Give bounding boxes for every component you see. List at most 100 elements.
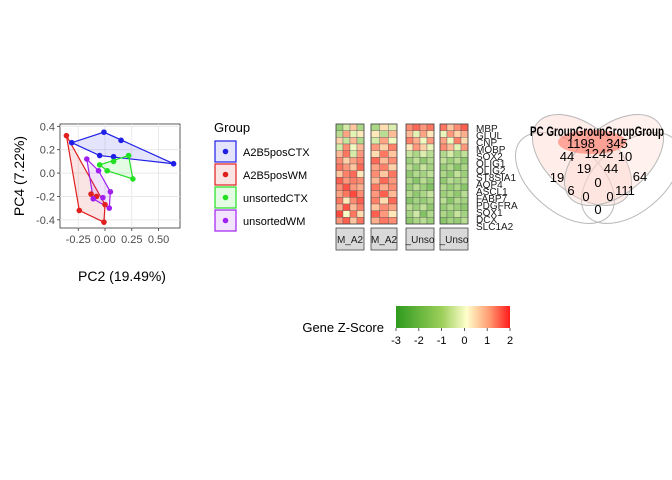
heatmap-cell [426, 130, 435, 138]
heatmap-cell [356, 137, 365, 145]
heatmap-cell [419, 163, 428, 171]
y-tick-label: 0.0 [40, 168, 55, 180]
y-tick-label: 0.4 [40, 121, 55, 133]
point-unsortedwm [106, 205, 113, 211]
heatmap-cell [349, 177, 358, 185]
heatmap-cell [419, 150, 428, 158]
heatmap-cell [460, 130, 469, 138]
heatmap-cell [439, 143, 448, 151]
gene-label: MBP [476, 124, 498, 135]
heatmap-panel: _Unso [439, 123, 469, 251]
point-a2b5posctx [68, 139, 75, 146]
heatmap-cell [453, 217, 462, 225]
heatmap-cell [446, 210, 455, 218]
point-a2b5posctx [101, 129, 107, 135]
heatmap-cell [379, 210, 389, 218]
point-a2b5posctx [110, 153, 117, 160]
heatmap-cell [370, 217, 380, 225]
heatmap-cell [453, 183, 462, 191]
point-a2b5poswm [102, 201, 108, 208]
legend-label: unsortedCTX [243, 193, 308, 205]
colorbar-ticks: -3 -2 -1 0 1 2 [391, 328, 513, 347]
heatmap-cell [439, 210, 448, 218]
point-a2b5posctx [96, 152, 103, 159]
heatmap-cell [379, 143, 389, 151]
venn-region-count: 1242 [585, 146, 614, 161]
colorbar-tick-label: 2 [507, 335, 513, 347]
heatmap-strip-label: _Unso [405, 235, 435, 246]
heatmap-cell [412, 157, 421, 165]
heatmap-cell [460, 197, 469, 205]
zscore-colorbar: Gene Z-Score -3 -2 -1 0 1 2 [302, 306, 513, 347]
heatmap-cell [342, 150, 351, 158]
venn-region-count: 19 [550, 170, 564, 185]
heatmap-cell [426, 137, 435, 145]
heatmap-cell [335, 177, 344, 185]
heatmap-cell [342, 123, 351, 131]
gene-label: SOX2 [476, 152, 503, 163]
heatmap-cell [419, 157, 428, 165]
point-unsortedwm [107, 188, 114, 195]
heatmap-cell [379, 197, 389, 205]
heatmap-cell [426, 190, 435, 198]
heatmap-strip [370, 227, 398, 251]
heatmap-cell [412, 163, 421, 171]
heatmap-cell [419, 183, 428, 191]
heatmap-cell [412, 170, 421, 178]
point-unsortedwm [83, 156, 90, 162]
point-a2b5poswm [101, 219, 107, 225]
heatmap-cell [335, 217, 344, 225]
legend-key-point [222, 171, 229, 178]
heatmap-cell [370, 130, 380, 138]
heatmap-cell [356, 203, 365, 211]
venn-region-count: 10 [618, 149, 632, 164]
heatmap-strip-label: M_A2 [337, 235, 364, 246]
gene-labels: MBPGLULCNPMOBPSOX2OLIG1OLIG2ST8SIA1AQP4A… [476, 124, 518, 233]
heatmap-cell [335, 203, 344, 211]
heatmap-cell [349, 123, 358, 131]
heatmap-cell [405, 203, 414, 211]
heatmap-cell [405, 137, 414, 145]
heatmap-cell [349, 143, 358, 151]
heatmap-cell [342, 137, 351, 145]
heatmap-cell [419, 197, 428, 205]
heatmap-cell [349, 183, 358, 191]
heatmap-strip-label: _Unso [439, 235, 469, 246]
legend-items: A2B5posCTX A2B5posWM unsortedCTX unsortedWM [214, 140, 310, 232]
heatmap-cell [405, 123, 414, 131]
heatmap-cell [453, 190, 462, 198]
point-unsortedwm [90, 195, 97, 202]
heatmap-cell [405, 130, 414, 138]
group-legend: Group A2B5posCTX A2B5posWM unsortedCTX unso… [214, 120, 310, 232]
gene-label: PDGFRA [476, 201, 518, 212]
heatmap-cell [342, 170, 351, 178]
heatmap-cell [460, 217, 469, 225]
heatmap-cell [379, 217, 389, 225]
heatmap-cell [405, 183, 414, 191]
legend-key-point [222, 148, 229, 155]
venn-region-count: 6 [567, 183, 574, 198]
heatmap-cell [370, 163, 380, 171]
heatmap-cell [453, 150, 462, 158]
heatmap-cell [349, 190, 358, 198]
venn-header: PC GroupGroupGroupGroup [530, 123, 664, 139]
heatmap-cell [388, 150, 398, 158]
heatmap-cell [446, 217, 455, 225]
heatmap-strip [405, 227, 435, 251]
gene-label: ST8SIA1 [476, 173, 516, 184]
heatmap-cell [412, 150, 421, 158]
venn-highlight-top [558, 130, 626, 154]
heatmap-cell [453, 170, 462, 178]
point-unsortedctx [110, 158, 117, 165]
gene-label: SLC1A2 [476, 222, 514, 233]
venn-region-count: 0 [594, 175, 601, 190]
heatmap-strip [439, 227, 469, 251]
heatmap-cell [349, 163, 358, 171]
heatmap-cell [439, 130, 448, 138]
heatmap-cell [379, 183, 389, 191]
heatmap-cell [388, 190, 398, 198]
point-unsortedctx [104, 167, 110, 174]
heatmap-cell [453, 130, 462, 138]
heatmap-cell [356, 210, 365, 218]
